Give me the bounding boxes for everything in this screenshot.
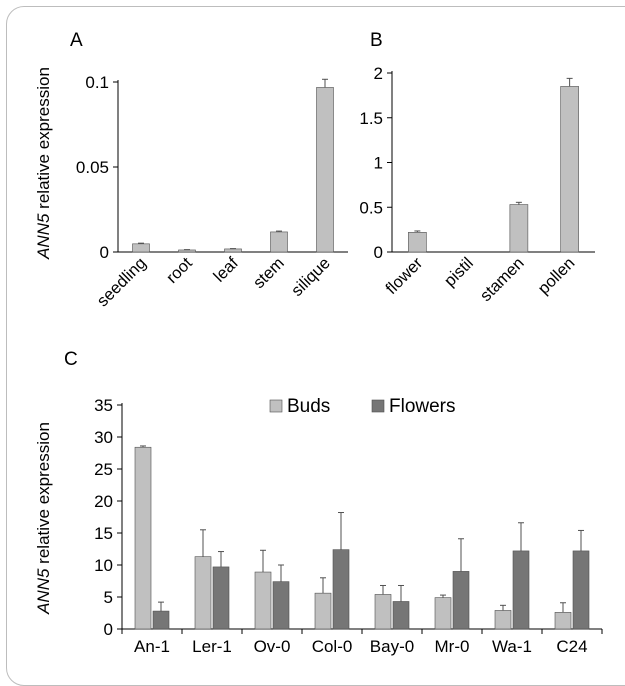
x-tick-label: root	[163, 254, 196, 287]
legend-swatch	[269, 399, 283, 413]
bar	[212, 566, 230, 630]
x-tick-label: Ov-0	[254, 637, 291, 656]
legend-label: Flowers	[389, 396, 456, 417]
bar	[452, 571, 470, 630]
y-axis-title-rest: relative expression	[34, 422, 53, 568]
y-tick-label: 35	[94, 396, 113, 415]
y-tick-label: 30	[94, 428, 113, 447]
y-tick-label: 25	[94, 460, 113, 479]
panel-label-c: C	[64, 349, 78, 370]
bar	[494, 610, 512, 630]
y-axis-title-gene: ANN5	[34, 213, 53, 260]
y-axis-title-rest: relative expression	[34, 67, 53, 213]
y-axis-title-top: ANN5 relative expression	[34, 67, 53, 260]
bar	[374, 594, 392, 630]
x-tick-label: pollen	[535, 254, 579, 298]
bar	[554, 612, 572, 630]
bar	[332, 549, 350, 630]
y-tick-label: 15	[94, 524, 113, 543]
x-tick-label: seedling	[94, 254, 150, 310]
panel-label-b: B	[370, 30, 383, 51]
bar	[560, 86, 579, 253]
bar	[178, 249, 196, 253]
bar	[316, 87, 334, 253]
y-tick-label: 10	[94, 556, 113, 575]
y-axis-title-gene: ANN5	[34, 568, 53, 615]
y-tick-label: 0.1	[85, 73, 109, 92]
y-tick-label: 0	[100, 243, 109, 262]
x-tick-label: stamen	[477, 254, 528, 305]
bar	[224, 248, 242, 253]
x-tick-label: pistil	[441, 254, 477, 290]
x-tick-label: Ler-1	[192, 637, 232, 656]
bar	[270, 231, 288, 253]
bar	[132, 243, 150, 253]
y-tick-label: 1.5	[359, 109, 383, 128]
figure-canvas: A B C ANN5 relative expression ANN5 rela…	[34, 30, 603, 656]
x-tick-label: Col-0	[312, 637, 353, 656]
x-tick-label: stem	[250, 254, 288, 292]
x-tick-label: silique	[288, 254, 334, 300]
panel-label-a: A	[70, 30, 83, 51]
y-tick-label: 0	[104, 620, 113, 639]
bar	[509, 204, 529, 253]
y-tick-label: 2	[374, 64, 383, 83]
x-tick-label: C24	[556, 637, 587, 656]
chart-b: 0 0.5 1 1.5 2 flower pistil stamen pollen	[359, 64, 595, 305]
bar	[392, 601, 410, 630]
bar	[314, 592, 332, 630]
x-tick-label: leaf	[210, 254, 242, 286]
bar	[512, 550, 530, 630]
y-tick-label: 5	[104, 588, 113, 607]
bar	[408, 232, 427, 253]
bar	[194, 556, 212, 630]
y-tick-label: 0	[374, 243, 383, 262]
y-tick-label: 1	[374, 154, 383, 173]
bar	[134, 446, 152, 630]
x-tick-label: flower	[382, 254, 426, 298]
bar	[434, 597, 452, 630]
bar	[572, 550, 590, 630]
bar	[152, 610, 170, 630]
x-tick-label: Wa-1	[492, 637, 532, 656]
y-tick-label: 20	[94, 492, 113, 511]
bar	[272, 581, 290, 630]
chart-a: 0 0.05 0.1 seedling root leaf stem silique	[76, 73, 348, 310]
y-tick-label: 0.05	[76, 158, 109, 177]
bar	[254, 571, 272, 630]
legend-label: Buds	[287, 396, 330, 417]
legend-swatch	[371, 399, 385, 413]
chart-c: 0 5 10 15 20 25 30 35 An-1 Ler-1 Ov-0 Col-0 Bay-0 Mr-…	[94, 396, 603, 656]
y-axis-title-bottom: ANN5 relative expression	[34, 422, 53, 615]
y-tick-label: 0.5	[359, 198, 383, 217]
x-tick-label: Mr-0	[435, 637, 470, 656]
x-tick-label: Bay-0	[370, 637, 414, 656]
x-tick-label: An-1	[134, 637, 170, 656]
